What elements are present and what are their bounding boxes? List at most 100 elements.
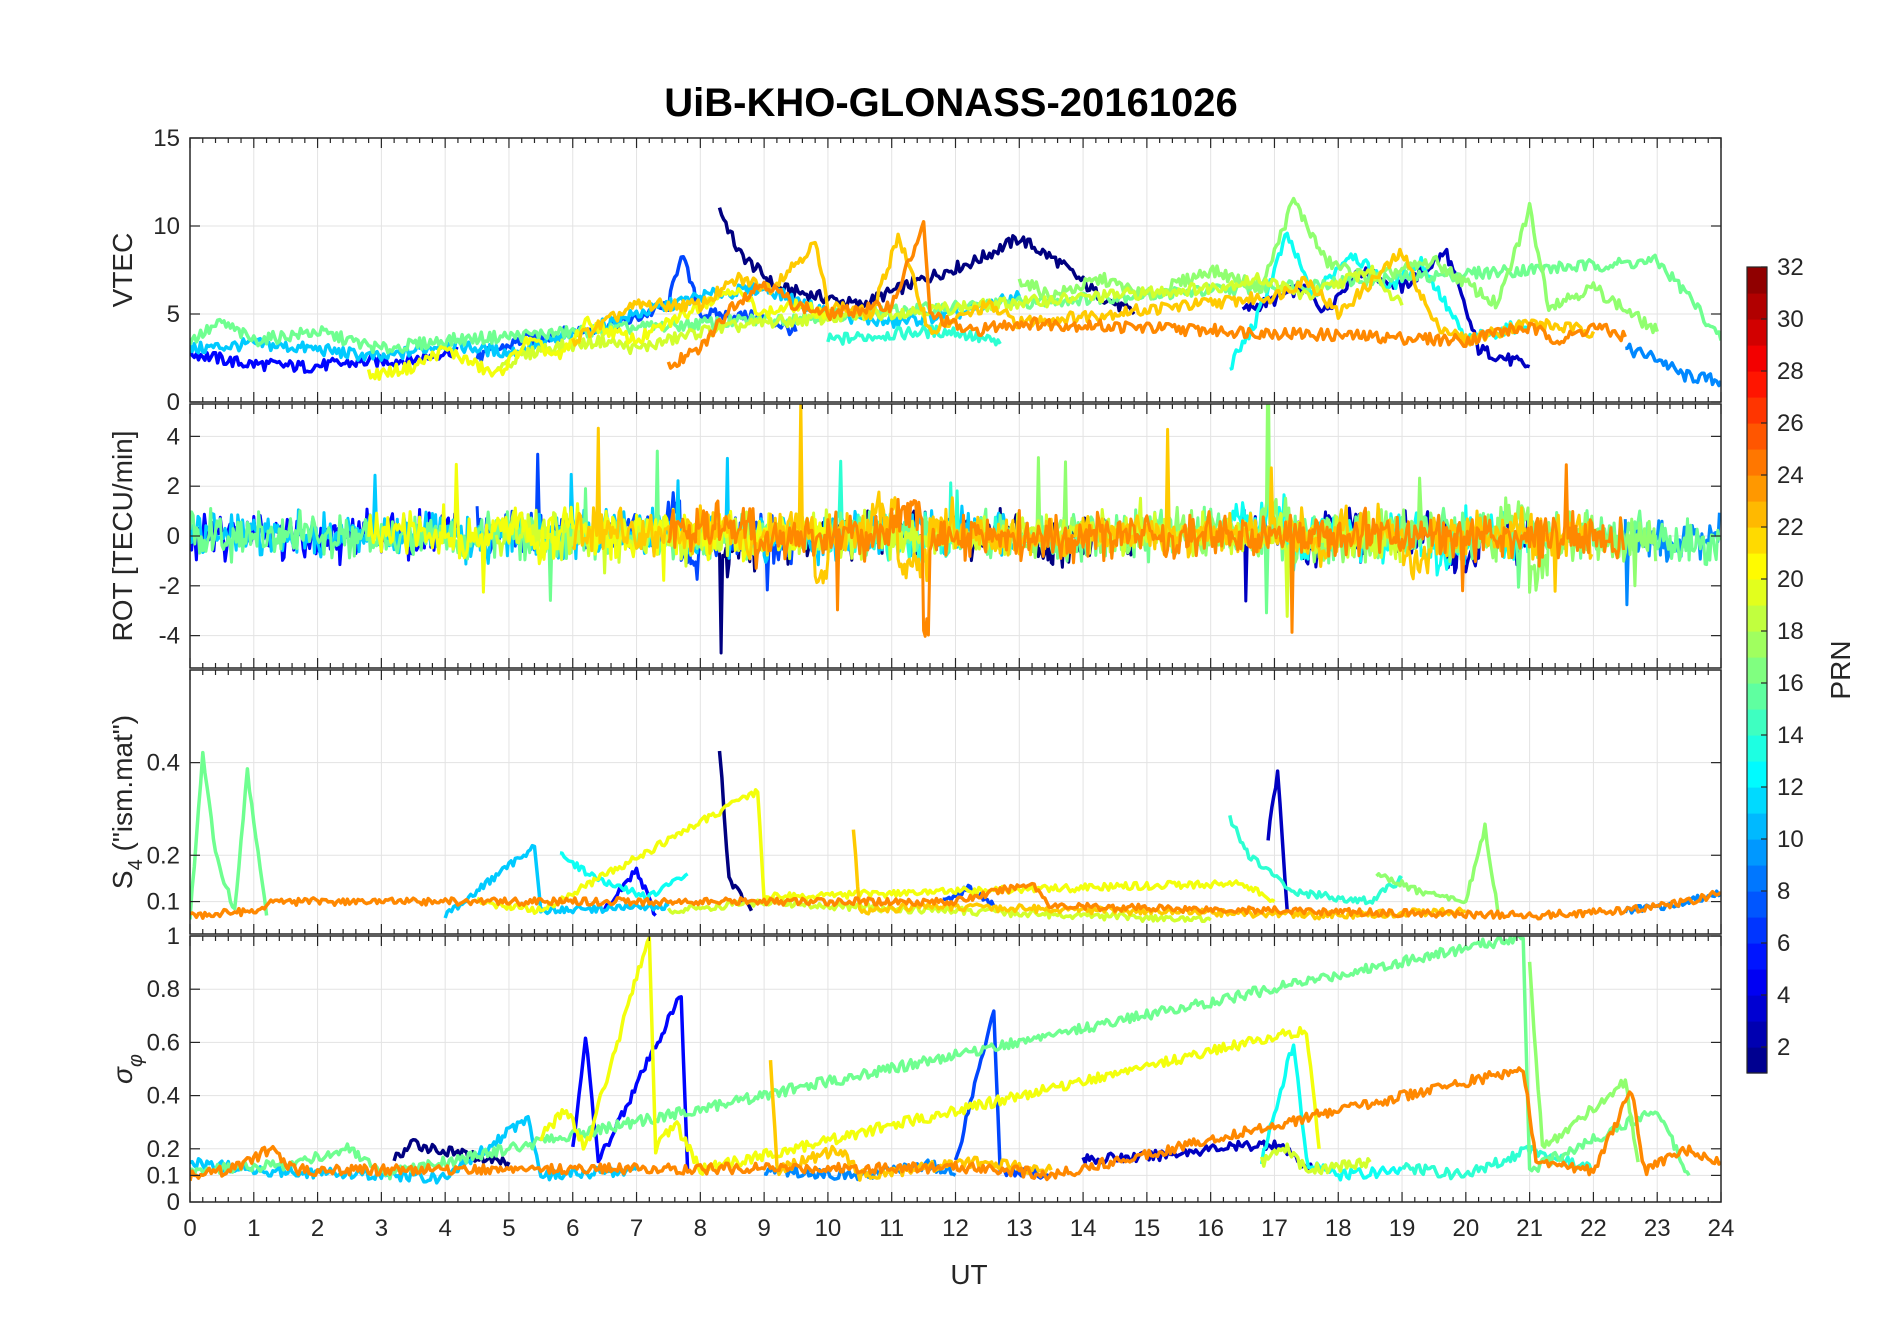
y-axis-label-subscript: φ xyxy=(125,1054,147,1067)
sigma-series-prn-3 xyxy=(1081,1139,1315,1172)
y-tick-label: 0 xyxy=(167,389,180,416)
colorbar-swatch xyxy=(1747,735,1767,762)
colorbar-swatch xyxy=(1747,761,1767,788)
colorbar-tick-label: 22 xyxy=(1777,514,1804,541)
x-tick-label: 16 xyxy=(1197,1215,1224,1242)
y-tick-label: 0.4 xyxy=(147,750,180,777)
sigma-series-prn-24 xyxy=(190,1066,1721,1182)
colorbar-swatch xyxy=(1747,345,1767,372)
colorbar-swatch xyxy=(1747,267,1767,294)
x-tick-label: 12 xyxy=(942,1215,969,1242)
colorbar-tick-label: 30 xyxy=(1777,306,1804,333)
x-tick-label: 22 xyxy=(1580,1215,1607,1242)
s4-series-prn-13 xyxy=(559,851,689,901)
s4-series-prn-3 xyxy=(1266,769,1289,911)
x-tick-label: 21 xyxy=(1516,1215,1543,1242)
y-axis-label: S4 ("ism.mat") xyxy=(107,715,147,889)
y-tick-label: 2 xyxy=(167,473,180,500)
colorbar-swatch xyxy=(1747,787,1767,814)
x-tick-label: 4 xyxy=(438,1215,451,1242)
colorbar-swatch xyxy=(1747,839,1767,866)
colorbar-swatch xyxy=(1747,631,1767,658)
colorbar-swatch xyxy=(1747,943,1767,970)
x-tick-label: 5 xyxy=(502,1215,515,1242)
colorbar-swatch xyxy=(1747,319,1767,346)
s4-series-prn-5 xyxy=(603,866,657,917)
sigma-series-prn-5 xyxy=(571,995,690,1171)
s4-series-prn-16 xyxy=(190,750,269,920)
chart-title: UiB-KHO-GLONASS-20161026 xyxy=(664,81,1238,125)
colorbar-swatch xyxy=(1747,527,1767,554)
sigma-series-prn-13 xyxy=(1259,1043,1404,1182)
y-tick-label: 4 xyxy=(167,423,180,450)
x-tick-label: 18 xyxy=(1325,1215,1352,1242)
x-tick-label: 7 xyxy=(630,1215,643,1242)
colorbar-swatch xyxy=(1747,501,1767,528)
y-tick-label: 10 xyxy=(153,213,180,240)
colorbar-tick-label: 20 xyxy=(1777,566,1804,593)
colorbar-swatch xyxy=(1747,293,1767,320)
colorbar-swatch xyxy=(1747,475,1767,502)
x-axis-label: UT xyxy=(950,1259,987,1290)
vtec-series-prn-17 xyxy=(1017,196,1659,335)
colorbar-swatch xyxy=(1747,865,1767,892)
colorbar-tick-label: 12 xyxy=(1777,774,1804,801)
colorbar-swatch xyxy=(1747,423,1767,450)
x-tick-label: 9 xyxy=(757,1215,770,1242)
y-tick-label: 0.2 xyxy=(147,842,180,869)
sigma-series-prn-17 xyxy=(1527,961,1640,1163)
colorbar-tick-label: 8 xyxy=(1777,878,1790,905)
y-tick-label: 0 xyxy=(167,1189,180,1216)
y-tick-label: 1 xyxy=(167,923,180,950)
x-tick-label: 17 xyxy=(1261,1215,1288,1242)
x-tick-label: 13 xyxy=(1006,1215,1033,1242)
sigma-series-prn-20 xyxy=(539,936,1321,1176)
series-group xyxy=(190,404,1721,655)
x-tick-label: 1 xyxy=(247,1215,260,1242)
colorbar-swatch xyxy=(1747,605,1767,632)
vtec-series-prn-9 xyxy=(1625,342,1721,388)
series-group xyxy=(190,936,1721,1185)
colorbar-frame xyxy=(1746,266,1768,1074)
vtec-series-prn-24 xyxy=(666,220,1627,370)
colorbar-tick-label: 14 xyxy=(1777,722,1804,749)
colorbar-tick-label: 2 xyxy=(1777,1034,1790,1061)
series-group xyxy=(190,750,1721,924)
s4-series-prn-14 xyxy=(1228,815,1403,906)
series-group xyxy=(190,196,1721,388)
y-tick-label: -2 xyxy=(159,573,180,600)
vtec-series-prn-19 xyxy=(494,264,1404,373)
vtec-series-prn-14 xyxy=(826,324,1002,347)
colorbar-swatch xyxy=(1747,449,1767,476)
y-tick-label: 5 xyxy=(167,301,180,328)
s4-series-prn-20 xyxy=(476,788,1276,915)
y-axis-label-subscript: 4 xyxy=(125,859,147,870)
y-tick-label: -4 xyxy=(159,623,180,650)
y-tick-label: 0.6 xyxy=(147,1029,180,1056)
colorbar-swatch xyxy=(1747,813,1767,840)
y-axis-label: ROT [TECU/min] xyxy=(107,430,138,641)
rot-series-prn-24 xyxy=(666,463,1626,638)
y-axis-label-main: S xyxy=(107,870,138,889)
colorbar-tick-label: 16 xyxy=(1777,670,1804,697)
panel-s4: 0.10.20.4S4 ("ism.mat") xyxy=(107,669,1722,935)
x-tick-label: 15 xyxy=(1134,1215,1161,1242)
colorbar-label: PRN xyxy=(1825,640,1856,699)
y-tick-label: 0.2 xyxy=(147,1136,180,1163)
colorbar-tick-label: 26 xyxy=(1777,410,1804,437)
sigma-series-prn-19 xyxy=(1259,1142,1372,1176)
colorbar-swatch xyxy=(1747,995,1767,1022)
colorbar-swatch xyxy=(1747,579,1767,606)
colorbar-swatch xyxy=(1747,657,1767,684)
colorbar-swatch xyxy=(1747,709,1767,736)
x-tick-label: 6 xyxy=(566,1215,579,1242)
s4-series-prn-17 xyxy=(1375,822,1500,912)
colorbar-tick-label: 4 xyxy=(1777,982,1790,1009)
colorbar-tick-label: 6 xyxy=(1777,930,1790,957)
x-tick-label: 10 xyxy=(815,1215,842,1242)
y-axis-label: σφ xyxy=(107,1054,147,1084)
x-tick-label: 19 xyxy=(1389,1215,1416,1242)
y-tick-label: 0 xyxy=(167,523,180,550)
